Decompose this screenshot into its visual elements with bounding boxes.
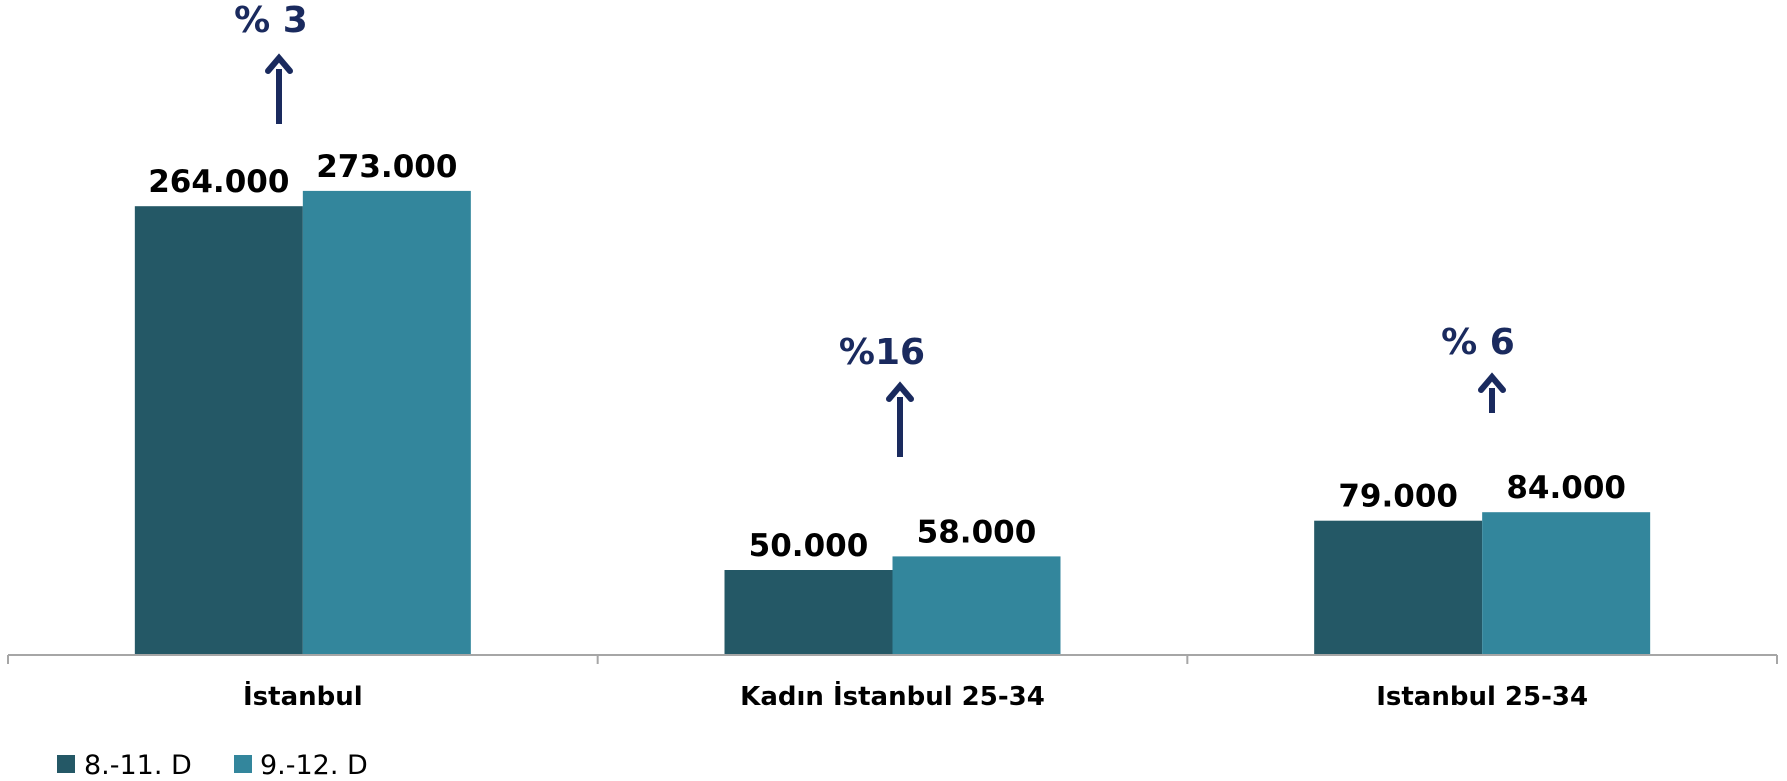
legend-item: 8.-11. D: [57, 750, 192, 781]
growth-annotation: %16: [839, 332, 925, 457]
data-label: 84.000: [1506, 470, 1626, 506]
growth-percent-label: % 6: [1441, 322, 1515, 363]
category-label: Kadın İstanbul 25-34: [740, 680, 1045, 712]
legend-item: 9.-12. D: [234, 750, 368, 781]
legend-label: 8.-11. D: [84, 750, 192, 781]
bar-series1-cat1: [134, 206, 303, 655]
growth-annotation: % 6: [1441, 322, 1515, 413]
data-label: 273.000: [316, 149, 457, 185]
data-label: 50.000: [749, 528, 869, 564]
legend-label: 9.-12. D: [260, 750, 368, 781]
bar-series2-cat3: [1482, 512, 1651, 655]
arrow-head: [265, 53, 293, 74]
category-label: Istanbul 25-34: [1376, 682, 1588, 712]
legend: 8.-11. D 9.-12. D: [57, 750, 368, 781]
growth-annotations: % 3 %16 % 6: [234, 0, 1515, 457]
legend-swatch: [57, 755, 75, 773]
growth-annotation: % 3: [234, 0, 308, 124]
x-axis: [7, 654, 1778, 664]
growth-percent-label: %16: [839, 332, 925, 373]
category-label: İstanbul: [243, 680, 363, 712]
data-label: 79.000: [1338, 479, 1458, 515]
bar-series1-cat3: [1314, 520, 1483, 655]
bars: [134, 190, 1651, 655]
data-label: 58.000: [917, 514, 1037, 550]
data-label: 264.000: [148, 164, 289, 200]
growth-percent-label: % 3: [234, 0, 308, 41]
bar-series2-cat1: [302, 190, 471, 655]
data-labels: 264.000 273.000 50.000 58.000 79.000 84.000: [148, 149, 1626, 564]
category-labels: İstanbul Kadın İstanbul 25-34 Istanbul 25-…: [243, 680, 1588, 712]
legend-swatch: [234, 755, 252, 773]
bar-series1-cat2: [724, 570, 893, 655]
arrow-head: [886, 381, 914, 402]
arrow-head: [1478, 372, 1506, 393]
bar-series2-cat2: [892, 556, 1061, 655]
